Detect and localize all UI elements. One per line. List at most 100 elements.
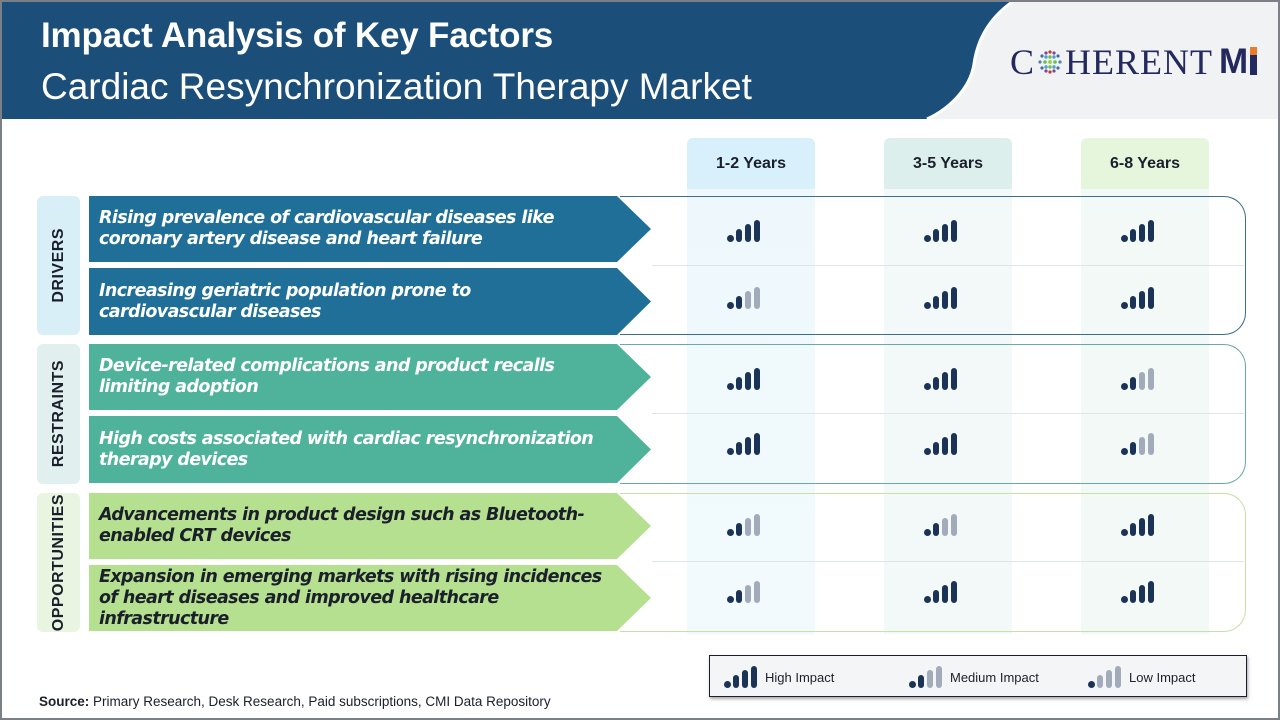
signal-high-icon — [1121, 514, 1157, 536]
signal-bar — [1139, 224, 1145, 242]
signal-bar — [924, 448, 931, 455]
signal-high-icon — [924, 220, 960, 242]
signal-high-icon — [724, 666, 760, 688]
restraints-group-outline — [620, 344, 1246, 484]
signal-bar — [1148, 287, 1154, 309]
page-title: Impact Analysis of Key Factors — [41, 16, 554, 55]
source-note: Source: Primary Research, Desk Research,… — [39, 694, 551, 709]
coherent-mi-logo: C HERENT M — [1010, 42, 1258, 82]
signal-bar — [942, 518, 948, 536]
signal-bar — [745, 437, 751, 455]
column-header-1-2-years: 1-2 Years — [687, 138, 815, 189]
signal-bar — [933, 229, 939, 242]
signal-bar — [745, 585, 751, 603]
signal-bar — [951, 368, 957, 390]
signal-bar — [754, 220, 760, 242]
signal-medium-icon — [727, 514, 763, 536]
signal-high-icon — [727, 368, 763, 390]
signal-bar — [1130, 442, 1136, 455]
header: Impact Analysis of Key Factors Cardiac R… — [2, 2, 1278, 119]
signal-bar — [754, 433, 760, 455]
signal-bar — [924, 596, 931, 603]
signal-bar — [1097, 675, 1103, 688]
signal-bar — [951, 287, 957, 309]
signal-medium-icon — [1121, 368, 1157, 390]
column-header-6-8-years: 6-8 Years — [1081, 138, 1209, 189]
signal-medium-icon — [924, 514, 960, 536]
signal-bar — [933, 442, 939, 455]
source-text: Primary Research, Desk Research, Paid su… — [89, 694, 551, 709]
signal-bar — [1106, 670, 1112, 688]
logo-i-bar — [1250, 47, 1258, 75]
opportunities-group-outline — [620, 493, 1246, 632]
signal-bar — [742, 670, 748, 688]
signal-bar — [924, 302, 931, 309]
signal-high-icon — [727, 220, 763, 242]
header-band-shape — [2, 2, 1013, 119]
signal-bar — [1148, 220, 1154, 242]
signal-bar — [724, 681, 731, 688]
factor-driver-2: Increasing geriatric population prone to… — [89, 268, 651, 335]
signal-bar — [736, 442, 742, 455]
signal-bar — [1139, 437, 1145, 455]
signal-bar — [924, 529, 931, 536]
signal-low-icon — [1088, 666, 1124, 688]
signal-bar — [1130, 296, 1136, 309]
signal-bar — [1139, 291, 1145, 309]
signal-bar — [727, 383, 734, 390]
signal-bar — [727, 529, 734, 536]
signal-bar — [909, 681, 916, 688]
legend-item-low: Low Impact — [1088, 656, 1195, 698]
signal-medium-icon — [727, 581, 763, 603]
signal-high-icon — [924, 368, 960, 390]
signal-bar — [927, 670, 933, 688]
category-restraints: RESTRAINTS — [37, 344, 80, 484]
signal-bar — [942, 291, 948, 309]
signal-bar — [933, 590, 939, 603]
signal-bar — [736, 523, 742, 536]
column-shade-3-5-years — [884, 189, 1012, 634]
signal-bar — [751, 666, 757, 688]
signal-bar — [1130, 523, 1136, 536]
signal-bar — [727, 448, 734, 455]
signal-bar — [918, 675, 924, 688]
signal-bar — [1121, 448, 1128, 455]
signal-bar — [727, 302, 734, 309]
legend-label: High Impact — [765, 669, 835, 685]
signal-bar — [1121, 302, 1128, 309]
signal-bar — [1088, 681, 1095, 688]
signal-bar — [1148, 368, 1154, 390]
signal-bar — [1139, 518, 1145, 536]
category-drivers: DRIVERS — [37, 196, 80, 335]
signal-high-icon — [924, 581, 960, 603]
signal-bar — [1130, 229, 1136, 242]
signal-bar — [1121, 383, 1128, 390]
signal-medium-icon — [727, 287, 763, 309]
logo-word: HERENT — [1065, 42, 1213, 82]
signal-bar — [736, 296, 742, 309]
signal-bar — [924, 235, 931, 242]
factor-driver-1: Rising prevalence of cardiovascular dise… — [89, 196, 651, 262]
row-divider — [652, 413, 1244, 414]
legend: High Impact Medium Impact Low Impact — [709, 655, 1247, 697]
signal-high-icon — [1121, 287, 1157, 309]
factor-restraint-2: High costs associated with cardiac resyn… — [89, 416, 651, 483]
signal-high-icon — [727, 433, 763, 455]
legend-item-high: High Impact — [724, 656, 834, 698]
drivers-group-outline — [620, 196, 1246, 335]
signal-bar — [727, 596, 734, 603]
signal-bar — [1121, 529, 1128, 536]
logo-letter-m: M — [1219, 42, 1249, 81]
factor-restraint-1: Device-related complications and product… — [89, 344, 651, 410]
signal-bar — [1139, 585, 1145, 603]
factor-text: High costs associated with cardiac resyn… — [99, 428, 594, 470]
signal-bar — [951, 581, 957, 603]
signal-bar — [733, 675, 739, 688]
legend-label: Low Impact — [1129, 669, 1196, 685]
factor-text: Advancements in product design such as B… — [99, 505, 585, 546]
category-label: OPPORTUNITIES — [49, 493, 67, 632]
signal-bar — [754, 287, 760, 309]
factor-opportunity-2: Expansion in emerging markets with risin… — [89, 565, 651, 631]
signal-bar — [745, 518, 751, 536]
row-divider — [652, 265, 1244, 266]
